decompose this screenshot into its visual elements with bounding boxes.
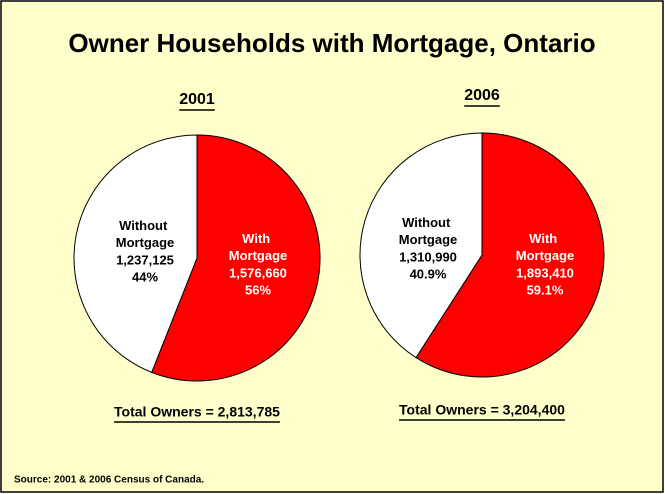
category-line: With bbox=[242, 231, 274, 246]
slice-percent: 44% bbox=[132, 269, 158, 284]
slice-category: With Mortgage bbox=[516, 231, 575, 263]
category-line: Mortgage bbox=[399, 232, 458, 247]
category-line: Mortgage bbox=[229, 248, 288, 263]
category-line: Without bbox=[402, 215, 454, 230]
total-owners: Total Owners = 3,204,400 bbox=[399, 402, 565, 418]
pie-slice bbox=[151, 134, 321, 382]
pie-slice bbox=[359, 132, 483, 359]
total-owners: Total Owners = 2,813,785 bbox=[114, 404, 280, 420]
category-line: Mortgage bbox=[516, 248, 575, 263]
slice-count: 1,310,990 bbox=[399, 249, 457, 264]
slice-percent: 56% bbox=[245, 282, 271, 297]
pie-title: 2006 bbox=[464, 87, 500, 104]
slice-category: Without Mortgage bbox=[116, 218, 175, 250]
category-line: With bbox=[529, 231, 561, 246]
slice-percent: 59.1% bbox=[527, 282, 564, 297]
slide-title: Owner Households with Mortgage, Ontario bbox=[68, 28, 595, 58]
slice-count: 1,893,410 bbox=[516, 265, 574, 280]
pie-title: 2001 bbox=[179, 91, 215, 108]
category-line: Mortgage bbox=[116, 235, 175, 250]
source-note: Source: 2001 & 2006 Census of Canada. bbox=[14, 475, 204, 486]
category-line: Without bbox=[119, 218, 171, 233]
slice-category: Without Mortgage bbox=[399, 215, 458, 247]
slice-count: 1,237,125 bbox=[116, 252, 174, 267]
slice-percent: 40.9% bbox=[410, 266, 447, 281]
pie-slice bbox=[73, 134, 198, 374]
pie-slice bbox=[415, 132, 605, 378]
slice-count: 1,576,660 bbox=[229, 265, 287, 280]
slice-category: With Mortgage bbox=[229, 231, 288, 263]
